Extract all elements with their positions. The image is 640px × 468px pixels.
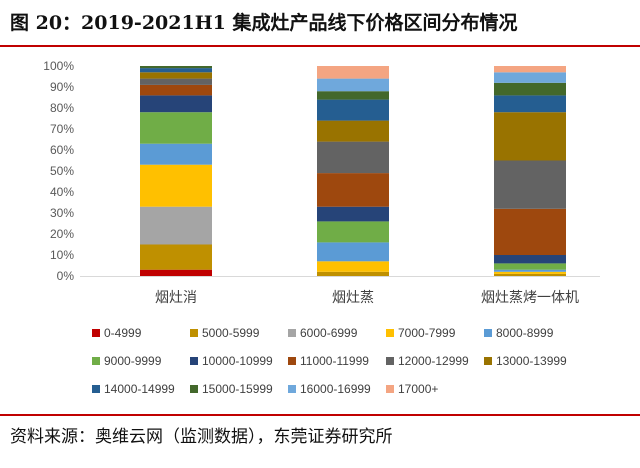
- y-tick-label: 10%: [50, 248, 74, 262]
- x-tick-label: 烟灶蒸: [332, 290, 374, 306]
- legend-swatch: [92, 329, 100, 337]
- y-tick-label: 50%: [50, 164, 74, 178]
- bar-segment: [317, 141, 389, 174]
- figure-title: 图 20：2019-2021H1 集成灶产品线下价格区间分布情况: [10, 12, 518, 34]
- legend-swatch: [288, 385, 296, 393]
- bar-segment: [494, 95, 566, 113]
- legend-swatch: [484, 357, 492, 365]
- bar-segment: [140, 244, 212, 270]
- bar-segment: [140, 95, 212, 113]
- legend-swatch: [386, 357, 394, 365]
- bar-segment: [317, 120, 389, 142]
- y-tick-label: 30%: [50, 206, 74, 220]
- legend-label: 0-4999: [104, 326, 142, 340]
- bar-segment: [317, 78, 389, 92]
- legend-swatch: [92, 385, 100, 393]
- bar-segment: [140, 143, 212, 165]
- bar-segment: [140, 72, 212, 79]
- bar-segment: [494, 66, 566, 73]
- bar-segment: [494, 208, 566, 255]
- bar-segment: [140, 269, 212, 276]
- legend-label: 15000-15999: [202, 382, 273, 396]
- bar-segment: [494, 72, 566, 83]
- legend-swatch: [484, 329, 492, 337]
- bar-segment: [494, 112, 566, 161]
- bar-segment: [317, 206, 389, 222]
- bar-segment: [140, 78, 212, 85]
- legend-swatch: [288, 329, 296, 337]
- bar-segment: [494, 271, 566, 274]
- x-axis: 烟灶消 烟灶蒸 烟灶蒸烤一体机: [155, 290, 579, 306]
- y-tick-label: 40%: [50, 185, 74, 199]
- legend-label: 10000-10999: [202, 354, 273, 368]
- y-tick-label: 70%: [50, 122, 74, 136]
- y-tick-label: 0%: [57, 269, 75, 283]
- bar-segment: [317, 261, 389, 272]
- bar-segment: [494, 255, 566, 264]
- bar-segment: [140, 68, 212, 73]
- legend-label: 7000-7999: [398, 326, 456, 340]
- legend-label: 5000-5999: [202, 326, 260, 340]
- bar-segment: [140, 164, 212, 207]
- bar-segment: [317, 99, 389, 121]
- x-tick-label: 烟灶蒸烤一体机: [481, 290, 579, 306]
- bar-segment: [494, 269, 566, 272]
- y-axis: 0% 10% 20% 30% 40% 50% 60% 70% 80% 90% 100%: [43, 59, 74, 283]
- legend-label: 14000-14999: [104, 382, 175, 396]
- legend: 0-4999 5000-5999 6000-6999 7000-7999 8000-89…: [92, 326, 567, 396]
- legend-label: 9000-9999: [104, 354, 162, 368]
- bars: [140, 66, 566, 276]
- bar-segment: [317, 271, 389, 276]
- bar-segment: [317, 66, 389, 79]
- bar-segment: [494, 82, 566, 96]
- source-note: 资料来源：奥维云网（监测数据），东莞证券研究所: [10, 427, 393, 447]
- legend-swatch: [190, 357, 198, 365]
- bar-segment: [140, 84, 212, 96]
- stacked-bar-chart: 0% 10% 20% 30% 40% 50% 60% 70% 80% 90% 100% 烟灶消 烟灶蒸…: [43, 59, 600, 396]
- x-tick-label: 烟灶消: [155, 290, 197, 306]
- bar-segment: [140, 112, 212, 144]
- bar-segment: [494, 273, 566, 276]
- legend-label: 16000-16999: [300, 382, 371, 396]
- y-tick-label: 100%: [43, 59, 74, 73]
- legend-swatch: [190, 385, 198, 393]
- legend-swatch: [288, 357, 296, 365]
- bar-segment: [317, 91, 389, 100]
- bar-segment: [317, 173, 389, 207]
- y-tick-label: 90%: [50, 80, 74, 94]
- legend-swatch: [386, 385, 394, 393]
- legend-label: 6000-6999: [300, 326, 358, 340]
- bar-segment: [317, 242, 389, 262]
- bar-segment: [494, 263, 566, 270]
- bar-segment: [494, 160, 566, 209]
- bar-segment: [317, 221, 389, 243]
- legend-swatch: [92, 357, 100, 365]
- title-rule: [0, 45, 640, 47]
- bar-segment: [140, 206, 212, 245]
- source-rule: [0, 414, 640, 416]
- legend-swatch: [190, 329, 198, 337]
- legend-label: 17000+: [398, 382, 438, 396]
- legend-swatch: [386, 329, 394, 337]
- y-tick-label: 60%: [50, 143, 74, 157]
- legend-label: 12000-12999: [398, 354, 469, 368]
- legend-label: 11000-11999: [300, 354, 369, 368]
- legend-label: 13000-13999: [496, 354, 567, 368]
- y-tick-label: 80%: [50, 101, 74, 115]
- bar-segment: [140, 66, 212, 69]
- y-tick-label: 20%: [50, 227, 74, 241]
- legend-label: 8000-8999: [496, 326, 554, 340]
